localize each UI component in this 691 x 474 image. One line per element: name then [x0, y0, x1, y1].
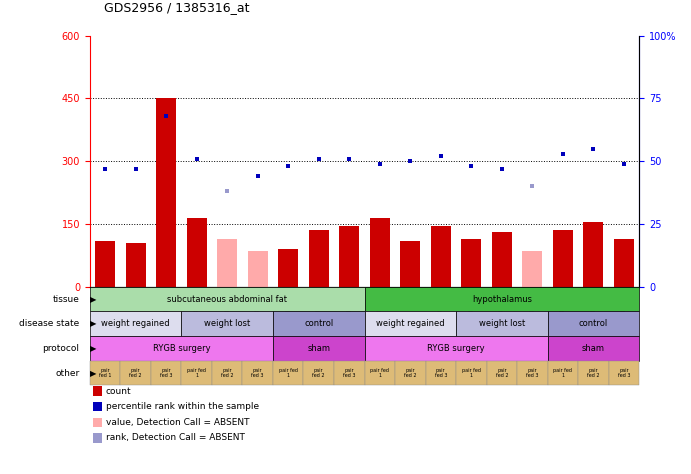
Point: [130, 165, 141, 173]
Text: pair
fed 2: pair fed 2: [221, 368, 234, 378]
Point: [558, 150, 569, 157]
Bar: [553, 230, 573, 287]
Bar: [522, 251, 542, 287]
Text: pair fed
1: pair fed 1: [278, 368, 298, 378]
Bar: [400, 241, 420, 287]
Bar: [614, 238, 634, 287]
Point: [191, 155, 202, 163]
Text: sham: sham: [307, 344, 330, 353]
Text: pair
fed 2: pair fed 2: [587, 368, 600, 378]
Text: hypothalamus: hypothalamus: [472, 295, 532, 303]
Text: sham: sham: [582, 344, 605, 353]
Bar: [156, 99, 176, 287]
Text: ▶: ▶: [90, 319, 96, 328]
Point: [375, 160, 386, 167]
Text: pair
fed 3: pair fed 3: [526, 368, 538, 378]
Bar: [339, 226, 359, 287]
Text: weight lost: weight lost: [204, 319, 250, 328]
Bar: [370, 218, 390, 287]
Bar: [583, 222, 603, 287]
Point: [222, 188, 233, 195]
Text: pair
fed 3: pair fed 3: [252, 368, 264, 378]
Bar: [126, 243, 146, 287]
Point: [160, 112, 171, 120]
Text: RYGB surgery: RYGB surgery: [427, 344, 485, 353]
Text: percentile rank within the sample: percentile rank within the sample: [106, 402, 259, 411]
Text: weight regained: weight regained: [376, 319, 444, 328]
Point: [313, 155, 324, 163]
Point: [343, 155, 354, 163]
Text: control: control: [579, 319, 608, 328]
Bar: [248, 251, 267, 287]
Text: RYGB surgery: RYGB surgery: [153, 344, 210, 353]
Point: [435, 152, 446, 160]
Text: ▶: ▶: [90, 369, 96, 377]
Text: pair
fed 3: pair fed 3: [618, 368, 630, 378]
Bar: [187, 218, 207, 287]
Text: value, Detection Call = ABSENT: value, Detection Call = ABSENT: [106, 418, 249, 427]
Bar: [217, 238, 237, 287]
Text: pair fed
1: pair fed 1: [553, 368, 572, 378]
Text: pair fed
1: pair fed 1: [370, 368, 389, 378]
Point: [588, 145, 599, 152]
Bar: [309, 230, 329, 287]
Text: pair
fed 3: pair fed 3: [160, 368, 172, 378]
Text: pair
fed 2: pair fed 2: [129, 368, 142, 378]
Point: [252, 173, 263, 180]
Text: weight lost: weight lost: [479, 319, 525, 328]
Bar: [462, 238, 481, 287]
Text: pair
fed 2: pair fed 2: [495, 368, 508, 378]
Text: ▶: ▶: [90, 295, 96, 303]
Bar: [95, 241, 115, 287]
Text: control: control: [304, 319, 333, 328]
Point: [405, 157, 416, 165]
Text: protocol: protocol: [42, 344, 79, 353]
Point: [283, 163, 294, 170]
Point: [100, 165, 111, 173]
Point: [496, 165, 507, 173]
Point: [527, 182, 538, 190]
Text: pair
fed 1: pair fed 1: [99, 368, 111, 378]
Text: disease state: disease state: [19, 319, 79, 328]
Text: count: count: [106, 387, 131, 395]
Text: rank, Detection Call = ABSENT: rank, Detection Call = ABSENT: [106, 434, 245, 442]
Text: pair
fed 3: pair fed 3: [435, 368, 447, 378]
Text: pair fed
1: pair fed 1: [462, 368, 481, 378]
Text: tissue: tissue: [53, 295, 79, 303]
Text: subcutaneous abdominal fat: subcutaneous abdominal fat: [167, 295, 287, 303]
Text: weight regained: weight regained: [102, 319, 170, 328]
Text: other: other: [55, 369, 79, 377]
Point: [466, 163, 477, 170]
Text: pair
fed 2: pair fed 2: [312, 368, 325, 378]
Text: pair
fed 3: pair fed 3: [343, 368, 355, 378]
Text: GDS2956 / 1385316_at: GDS2956 / 1385316_at: [104, 1, 249, 14]
Point: [618, 160, 630, 167]
Text: pair fed
1: pair fed 1: [187, 368, 206, 378]
Bar: [431, 226, 451, 287]
Text: ▶: ▶: [90, 344, 96, 353]
Bar: [278, 249, 298, 287]
Text: pair
fed 2: pair fed 2: [404, 368, 417, 378]
Bar: [492, 232, 512, 287]
